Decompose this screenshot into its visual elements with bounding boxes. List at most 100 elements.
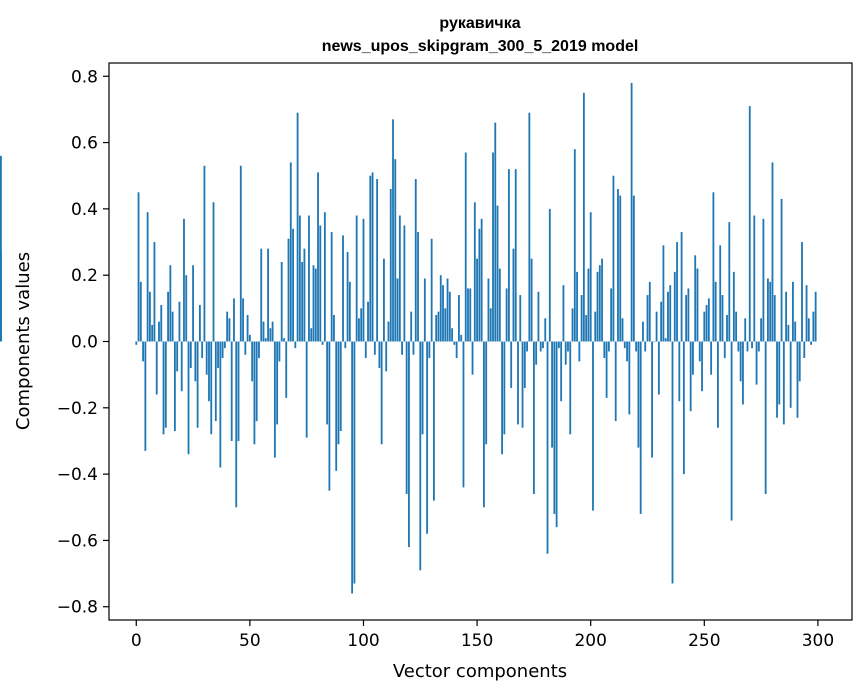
bar bbox=[605, 341, 608, 398]
bar bbox=[442, 285, 444, 342]
bar bbox=[555, 341, 558, 528]
bar bbox=[719, 245, 722, 342]
bar bbox=[755, 341, 758, 385]
bar bbox=[346, 251, 349, 342]
plot-frame bbox=[108, 62, 853, 621]
bar bbox=[803, 341, 806, 359]
bar bbox=[653, 341, 656, 343]
bar bbox=[160, 305, 163, 342]
bar bbox=[692, 341, 694, 375]
bar bbox=[748, 106, 751, 342]
bar bbox=[183, 218, 185, 342]
bar bbox=[403, 225, 406, 342]
bar bbox=[380, 341, 383, 445]
bar bbox=[535, 341, 538, 365]
y-axis-label: Components values bbox=[13, 252, 34, 430]
bar bbox=[373, 341, 376, 355]
bar bbox=[664, 338, 667, 342]
bar bbox=[592, 341, 594, 511]
bar bbox=[421, 341, 424, 435]
bar bbox=[680, 232, 683, 342]
bar bbox=[696, 268, 699, 342]
bar bbox=[448, 291, 451, 342]
bar bbox=[569, 341, 572, 435]
bar bbox=[303, 248, 306, 342]
bar bbox=[401, 341, 404, 355]
bar bbox=[557, 341, 560, 349]
bar bbox=[810, 341, 813, 345]
x-tick-label: 50 bbox=[239, 631, 261, 651]
bar bbox=[376, 179, 379, 342]
bar bbox=[301, 261, 304, 342]
y-tick-label: 0.0 bbox=[71, 333, 98, 353]
bar bbox=[576, 271, 578, 342]
bar bbox=[483, 341, 485, 508]
bar bbox=[167, 291, 169, 342]
bar bbox=[339, 341, 342, 432]
bar bbox=[710, 341, 713, 375]
bar bbox=[807, 318, 810, 342]
bar bbox=[398, 215, 401, 342]
bar bbox=[467, 288, 469, 342]
bar bbox=[487, 278, 490, 342]
bar bbox=[782, 341, 785, 425]
y-tick-label: 0.2 bbox=[71, 266, 98, 286]
bar bbox=[632, 195, 635, 342]
bar bbox=[476, 258, 478, 342]
bar bbox=[446, 278, 449, 342]
x-axis-label: Vector components bbox=[393, 661, 567, 682]
bar bbox=[351, 341, 354, 594]
bar bbox=[308, 215, 310, 342]
bar bbox=[189, 341, 192, 369]
bar bbox=[489, 308, 492, 342]
bar bbox=[296, 112, 299, 342]
bar bbox=[173, 341, 176, 432]
bar bbox=[612, 175, 615, 342]
bar bbox=[628, 341, 631, 415]
bar bbox=[253, 341, 256, 445]
bar bbox=[737, 341, 740, 352]
y-tick-label: −0.6 bbox=[57, 531, 98, 551]
bar bbox=[792, 281, 794, 342]
bar bbox=[287, 238, 290, 342]
bar bbox=[464, 152, 467, 342]
bar bbox=[678, 341, 681, 402]
bar bbox=[571, 308, 574, 342]
bar bbox=[635, 341, 638, 352]
bar bbox=[469, 288, 472, 342]
bar bbox=[726, 314, 728, 342]
bar bbox=[460, 334, 463, 342]
bar bbox=[137, 192, 140, 342]
bar bbox=[492, 152, 494, 342]
bar bbox=[528, 112, 531, 342]
bar bbox=[480, 218, 483, 342]
bar bbox=[614, 341, 617, 422]
bar bbox=[530, 258, 533, 342]
bar bbox=[178, 301, 181, 342]
bar bbox=[485, 341, 488, 445]
bar bbox=[651, 341, 653, 458]
bar bbox=[646, 295, 649, 342]
bar bbox=[412, 341, 415, 355]
bar bbox=[642, 321, 644, 342]
bar bbox=[333, 314, 335, 342]
bar bbox=[235, 341, 238, 508]
bar bbox=[171, 311, 174, 342]
x-tick-label: 250 bbox=[688, 631, 720, 651]
bar bbox=[244, 341, 247, 355]
bar bbox=[537, 291, 540, 342]
bar bbox=[408, 341, 410, 548]
bar bbox=[744, 318, 747, 342]
bar bbox=[717, 341, 719, 428]
bar bbox=[228, 318, 231, 342]
bar bbox=[360, 308, 363, 342]
bar bbox=[358, 318, 360, 342]
bar bbox=[176, 341, 179, 372]
bar bbox=[294, 341, 297, 349]
bar bbox=[539, 341, 542, 352]
bar bbox=[283, 338, 285, 342]
bar bbox=[451, 328, 454, 342]
bar bbox=[392, 119, 394, 342]
bar bbox=[778, 341, 781, 405]
bar bbox=[582, 92, 585, 342]
